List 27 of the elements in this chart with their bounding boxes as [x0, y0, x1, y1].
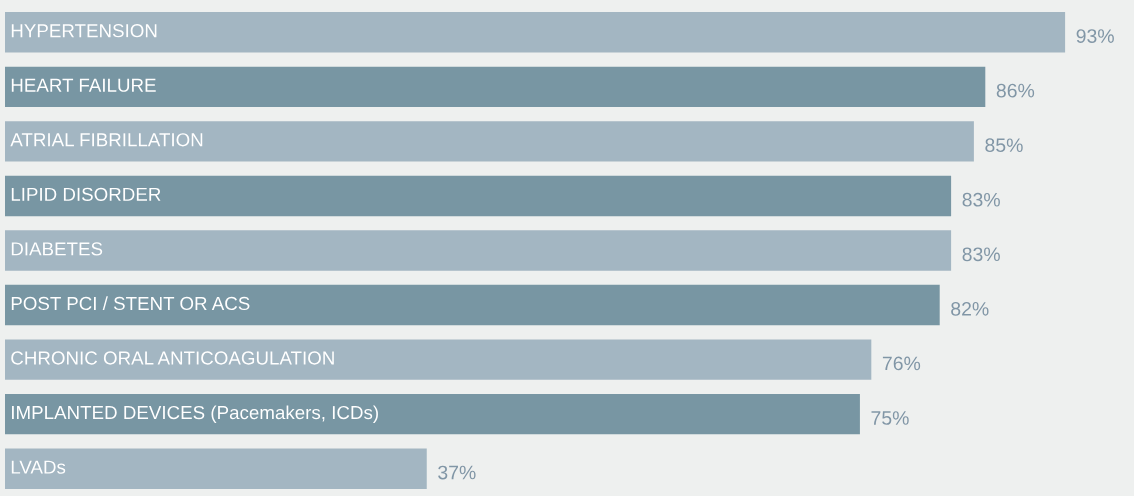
- bar: [5, 66, 986, 108]
- data-label: 37%: [438, 465, 476, 480]
- bar: [5, 121, 974, 162]
- y-tick-label: ATRIAL FIBRILLATION: [10, 133, 203, 147]
- data-label: 85%: [985, 138, 1023, 153]
- bar: [5, 448, 427, 489]
- y-tick-label: POST PCI / STENT OR ACS: [11, 296, 250, 311]
- data-label: 83%: [962, 192, 1000, 207]
- y-tick-label: HYPERTENSION: [11, 24, 157, 38]
- bar: [5, 175, 952, 217]
- bar: [5, 284, 940, 326]
- y-tick-label: HEART FAILURE: [11, 78, 156, 92]
- y-tick-label: DIABETES: [11, 242, 103, 256]
- y-tick-label: LIPID DISORDER: [11, 187, 161, 201]
- y-tick-label: CHRONIC ORAL ANTICOAGULATION: [11, 351, 334, 365]
- data-label: 93%: [1076, 29, 1114, 43]
- data-label: 76%: [882, 356, 921, 371]
- bar: [5, 12, 1066, 53]
- bar: [5, 339, 872, 380]
- data-label: 75%: [871, 411, 909, 425]
- bar: [5, 230, 952, 271]
- data-label: 82%: [951, 301, 989, 316]
- data-label: 86%: [996, 83, 1035, 98]
- y-tick-label: IMPLANTED DEVICES (Pacemakers, ICDs): [12, 405, 378, 423]
- y-tick-label: LVADs: [11, 460, 66, 474]
- bar: [5, 393, 860, 435]
- data-label: 83%: [962, 247, 1000, 262]
